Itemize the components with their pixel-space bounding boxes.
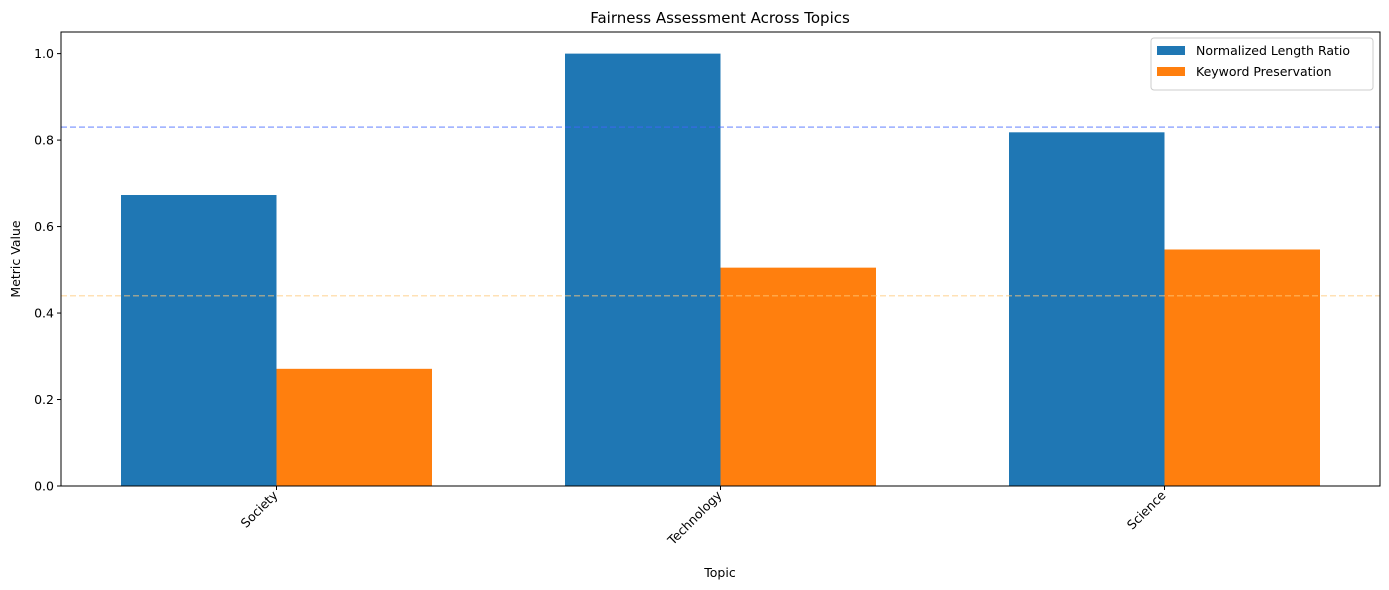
x-tick-label-science: Science — [1124, 487, 1169, 532]
x-tick-label-technology: Technology — [664, 487, 725, 548]
legend-swatch-1 — [1157, 67, 1185, 76]
legend-label-0: Normalized Length Ratio — [1196, 43, 1350, 58]
bar-science-series-0 — [1009, 132, 1165, 486]
bar-science-series-1 — [1164, 249, 1320, 486]
plot-frame — [60, 31, 1381, 487]
y-tick-label: 0.8 — [34, 133, 54, 148]
bar-society-series-1 — [276, 368, 432, 486]
y-tick-label: 0.4 — [34, 306, 54, 321]
y-axis-label: Metric Value — [8, 220, 23, 297]
y-tick-label: 0.0 — [34, 479, 54, 494]
legend-swatch-0 — [1157, 46, 1185, 55]
y-tick-label: 0.2 — [34, 392, 54, 407]
bar-technology-series-1 — [720, 267, 876, 486]
legend: Normalized Length Ratio Keyword Preservat… — [1150, 37, 1374, 91]
bar-technology-series-0 — [565, 53, 721, 486]
x-tick-label-society: Society — [238, 487, 282, 531]
y-tick-label: 1.0 — [34, 46, 54, 61]
plot-area: 0.0 0.2 0.4 0.6 0.8 1.0 Society Technology Scien… — [34, 46, 1380, 548]
legend-frame — [1150, 37, 1374, 91]
chart-title: Fairness Assessment Across Topics — [590, 9, 850, 27]
x-axis-label: Topic — [703, 565, 736, 580]
bar-society-series-0 — [121, 195, 277, 486]
legend-label-1: Keyword Preservation — [1196, 64, 1332, 79]
y-tick-label: 0.6 — [34, 219, 54, 234]
